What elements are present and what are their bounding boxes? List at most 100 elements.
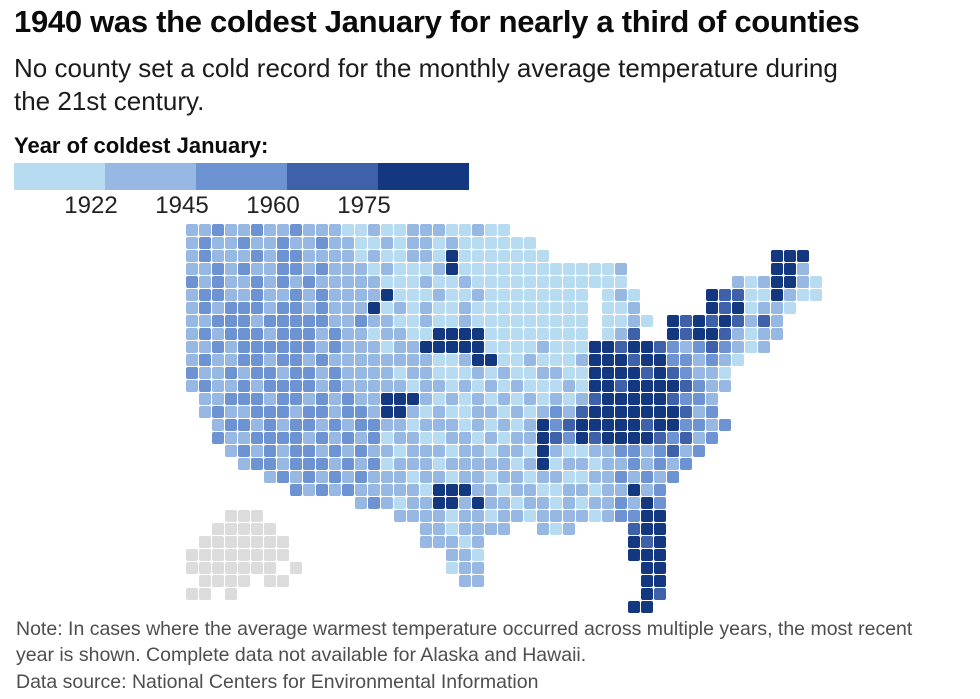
empty-cell — [758, 237, 770, 249]
county-cell — [264, 471, 276, 483]
county-cell — [446, 276, 458, 288]
county-cell — [472, 562, 484, 574]
empty-cell — [615, 575, 627, 587]
county-cell — [732, 354, 744, 366]
empty-cell — [771, 432, 783, 444]
empty-cell — [693, 302, 705, 314]
county-cell — [771, 250, 783, 262]
county-cell — [355, 393, 367, 405]
empty-cell — [485, 575, 497, 587]
county-cell — [498, 367, 510, 379]
county-cell — [277, 276, 289, 288]
county-cell — [446, 562, 458, 574]
empty-cell — [680, 588, 692, 600]
county-cell — [589, 510, 601, 522]
county-cell — [771, 328, 783, 340]
county-cell — [654, 419, 666, 431]
county-cell — [329, 406, 341, 418]
county-cell — [186, 224, 198, 236]
empty-cell — [680, 250, 692, 262]
county-cell — [615, 328, 627, 340]
empty-cell — [667, 263, 679, 275]
county-cell — [654, 432, 666, 444]
no-data-county-cell — [225, 510, 237, 522]
empty-cell — [511, 523, 523, 535]
empty-cell — [576, 237, 588, 249]
county-cell — [355, 406, 367, 418]
county-cell — [498, 315, 510, 327]
county-cell — [394, 276, 406, 288]
empty-cell — [524, 536, 536, 548]
empty-cell — [550, 562, 562, 574]
empty-cell — [771, 510, 783, 522]
county-cell — [472, 484, 484, 496]
empty-cell — [368, 536, 380, 548]
empty-cell — [602, 549, 614, 561]
empty-cell — [446, 575, 458, 587]
empty-cell — [628, 224, 640, 236]
county-cell — [459, 289, 471, 301]
county-cell — [251, 289, 263, 301]
empty-cell — [693, 549, 705, 561]
empty-cell — [745, 419, 757, 431]
county-cell — [420, 406, 432, 418]
empty-cell — [745, 432, 757, 444]
empty-cell — [771, 497, 783, 509]
county-cell — [628, 484, 640, 496]
county-cell — [225, 302, 237, 314]
county-cell — [550, 315, 562, 327]
county-cell — [459, 575, 471, 587]
county-cell — [524, 289, 536, 301]
county-cell — [537, 471, 549, 483]
county-cell — [654, 484, 666, 496]
county-cell — [446, 536, 458, 548]
county-cell — [316, 458, 328, 470]
empty-cell — [758, 471, 770, 483]
county-cell — [537, 341, 549, 353]
county-cell — [511, 341, 523, 353]
empty-cell — [199, 484, 211, 496]
county-cell — [589, 458, 601, 470]
empty-cell — [732, 484, 744, 496]
empty-cell — [810, 328, 822, 340]
county-cell — [277, 315, 289, 327]
county-cell — [511, 263, 523, 275]
county-cell — [394, 354, 406, 366]
county-cell — [433, 471, 445, 483]
county-cell — [342, 432, 354, 444]
empty-cell — [797, 315, 809, 327]
empty-cell — [758, 406, 770, 418]
county-cell — [485, 458, 497, 470]
no-data-county-cell — [251, 536, 263, 548]
empty-cell — [758, 445, 770, 457]
empty-cell — [238, 601, 250, 613]
county-cell — [602, 406, 614, 418]
empty-cell — [602, 523, 614, 535]
county-cell — [628, 549, 640, 561]
county-cell — [420, 289, 432, 301]
legend-tick-label: 1922 — [64, 192, 118, 219]
county-cell — [498, 237, 510, 249]
county-cell — [589, 406, 601, 418]
county-cell — [511, 393, 523, 405]
empty-cell — [563, 562, 575, 574]
empty-cell — [784, 562, 796, 574]
county-cell — [238, 341, 250, 353]
county-cell — [381, 445, 393, 457]
empty-cell — [485, 588, 497, 600]
county-cell — [316, 484, 328, 496]
county-cell — [394, 419, 406, 431]
empty-cell — [381, 536, 393, 548]
county-cell — [355, 458, 367, 470]
county-cell — [537, 380, 549, 392]
county-cell — [420, 341, 432, 353]
county-cell — [563, 276, 575, 288]
empty-cell — [212, 458, 224, 470]
empty-cell — [758, 510, 770, 522]
county-cell — [420, 484, 432, 496]
county-cell — [394, 263, 406, 275]
empty-cell — [589, 562, 601, 574]
empty-cell — [641, 263, 653, 275]
county-cell — [394, 445, 406, 457]
county-cell — [225, 419, 237, 431]
